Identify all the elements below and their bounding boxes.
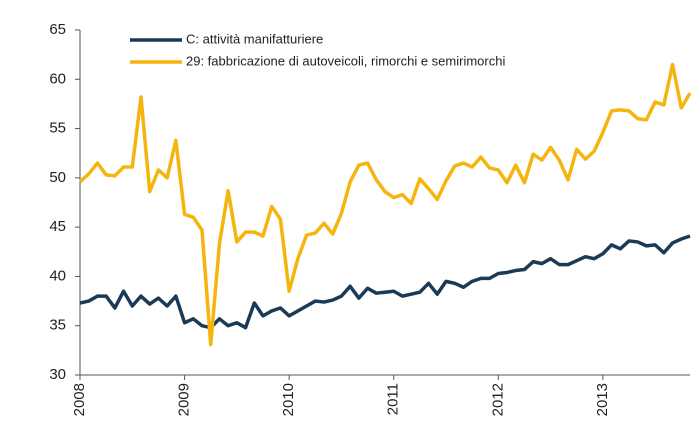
y-tick-label: 65 bbox=[49, 21, 66, 38]
x-tick-label: 2013 bbox=[594, 383, 611, 416]
legend-label: 29: fabbricazione di autoveicoli, rimorc… bbox=[186, 53, 505, 68]
y-tick-label: 60 bbox=[49, 70, 66, 87]
x-tick-label: 2012 bbox=[489, 383, 506, 416]
series-line bbox=[79, 234, 691, 330]
series-line bbox=[78, 62, 692, 347]
y-tick-label: 35 bbox=[49, 317, 66, 334]
legend-label: C: attività manifatturiere bbox=[186, 31, 323, 46]
x-tick-label: 2008 bbox=[71, 383, 88, 416]
x-tick-label: 2011 bbox=[385, 383, 402, 415]
x-tick-label: 2009 bbox=[176, 383, 193, 416]
y-tick-label: 30 bbox=[49, 366, 66, 383]
y-tick-label: 45 bbox=[49, 218, 66, 235]
y-tick-label: 40 bbox=[49, 267, 66, 284]
y-tick-label: 55 bbox=[49, 120, 66, 137]
x-tick-label: 2010 bbox=[280, 383, 297, 416]
y-tick-label: 50 bbox=[49, 169, 66, 186]
